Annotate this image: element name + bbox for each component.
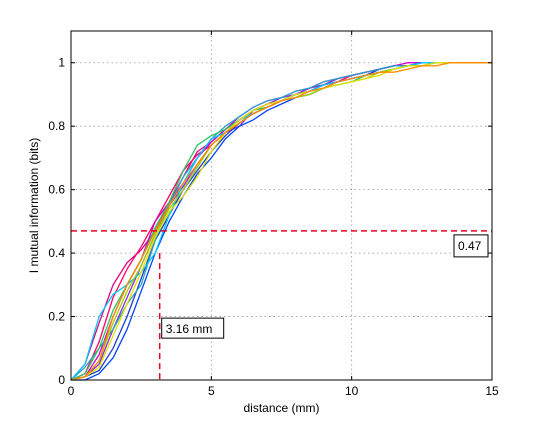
x-tick-label: 15 bbox=[485, 384, 499, 398]
y-tick-label: 0.8 bbox=[48, 119, 65, 133]
annotation-information: 0.47 bbox=[453, 234, 489, 258]
annotation-distance: 3.16 mm bbox=[161, 317, 225, 339]
y-tick-label: 1 bbox=[58, 56, 65, 70]
axis-ticks: 0 5 10 15 0 0.2 0.4 0.6 0.8 1 bbox=[48, 31, 499, 398]
x-tick-label: 0 bbox=[68, 384, 75, 398]
y-tick-label: 0.6 bbox=[48, 183, 65, 197]
x-tick-label: 10 bbox=[345, 384, 359, 398]
y-tick-label: 0 bbox=[58, 373, 65, 387]
series-line-12 bbox=[70, 62, 492, 381]
y-axis-label: I mutual information (bits) bbox=[27, 138, 41, 273]
annotation-distance-text: 3.16 mm bbox=[166, 322, 213, 336]
plot-frame bbox=[70, 30, 493, 381]
x-axis-label: distance (mm) bbox=[243, 401, 319, 415]
y-tick-label: 0.2 bbox=[48, 310, 65, 324]
annotation-distance-box bbox=[161, 317, 225, 339]
reference-lines bbox=[71, 230, 492, 380]
series-lines bbox=[70, 62, 492, 381]
annotation-information-text: 0.47 bbox=[458, 239, 482, 253]
annotation-information-box bbox=[453, 234, 489, 258]
y-tick-label: 0.4 bbox=[48, 246, 65, 260]
x-tick-label: 5 bbox=[208, 384, 215, 398]
